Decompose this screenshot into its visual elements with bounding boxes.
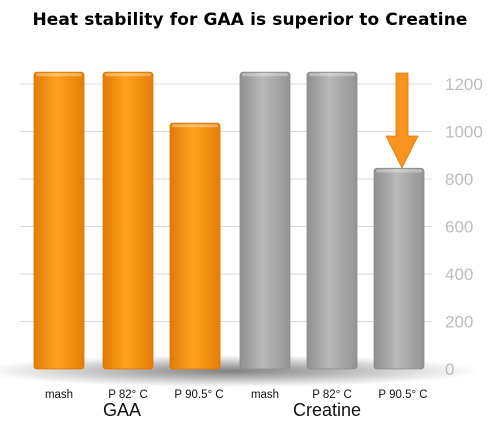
bar-highlight [105, 73, 151, 77]
y-tick-label: 200 [445, 313, 473, 332]
y-tick-label: 400 [445, 265, 473, 284]
bar-highlight [172, 124, 218, 128]
y-tick-label: 600 [445, 218, 473, 237]
bar-highlight [309, 73, 355, 77]
x-tick-label: P 90.5° C [174, 389, 223, 401]
bar [239, 71, 291, 370]
bar [306, 71, 358, 370]
bar [33, 71, 85, 370]
bar [373, 167, 425, 370]
chart-title: Heat stability for GAA is superior to Cr… [32, 10, 468, 30]
bar-highlight [36, 73, 82, 77]
bar [102, 71, 154, 370]
group-label: Creatine [293, 400, 361, 420]
group-label: GAA [103, 400, 141, 420]
y-tick-label: 800 [445, 170, 473, 189]
bar [169, 122, 221, 370]
x-tick-label: P 90.5° C [378, 389, 427, 401]
bar-highlight [242, 73, 288, 77]
y-tick-label: 1000 [445, 123, 483, 142]
x-tick-label: mash [45, 389, 73, 401]
y-tick-label: 0 [445, 360, 454, 379]
x-tick-label: P 82° C [312, 389, 352, 401]
bar-highlight [376, 169, 422, 173]
x-tick-label: P 82° C [108, 389, 148, 401]
x-tick-label: mash [251, 389, 279, 401]
y-tick-label: 1200 [445, 75, 483, 94]
arrow-down-icon [385, 72, 419, 169]
